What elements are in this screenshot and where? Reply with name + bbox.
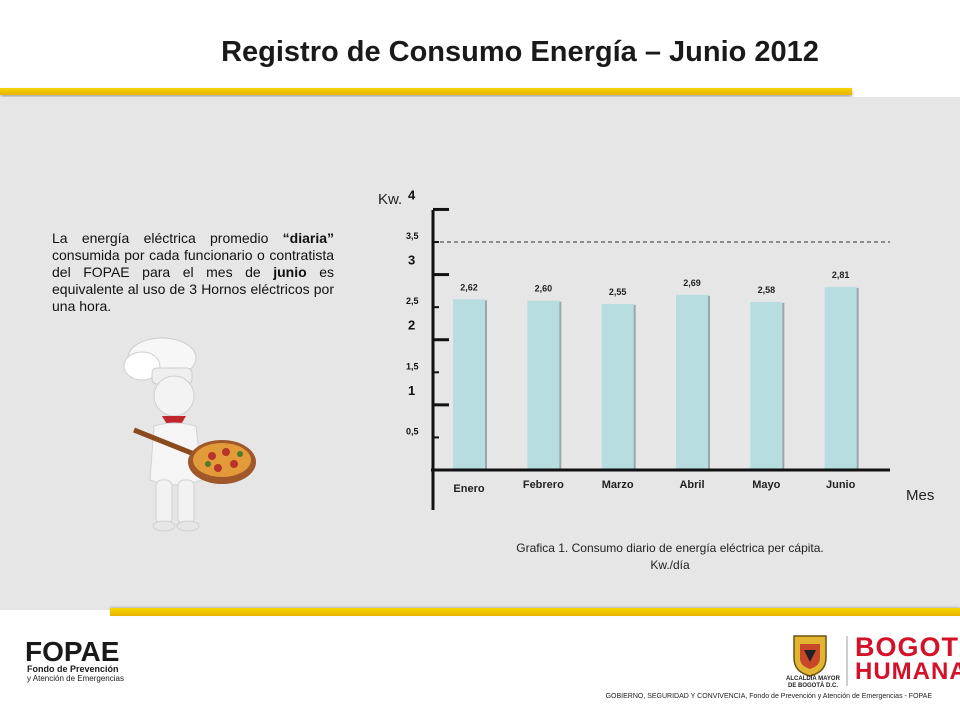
data-label: 2,62 [460,282,478,292]
y-minor-tick-label: 2,5 [406,296,419,306]
y-minor-tick-label: 0,5 [406,426,419,436]
alcaldia-shield-icon [793,635,827,677]
description-bold-diaria: “diaria” [282,230,334,246]
data-label: 2,69 [683,278,701,288]
title-underline [0,88,852,95]
data-label: 2,55 [609,287,627,297]
bogota-humana-logo-line2: HUMANA [855,658,960,685]
y-minor-tick-label: 1,5 [406,361,419,371]
description-part1: La energía eléctrica promedio [52,230,283,246]
y-major-tick-label: 3 [408,253,415,268]
footer-accent-line [110,608,960,616]
data-label: 2,58 [758,285,776,295]
data-label: 2,60 [535,284,553,294]
data-label: 2,81 [832,270,850,280]
x-tick-label: Abril [679,479,704,491]
chart-caption-line1: Grafica 1. Consumo diario de energía elé… [516,541,824,555]
y-major-tick-label: 1 [408,383,415,398]
description-part2: consumida por cada funcionario o contrat… [52,247,334,280]
y-axis-label: Kw. [378,191,402,208]
bar-chart: Kw. Mes 2,62 Enero 2,60 Febrero 2,55 Marzo 2,69 A… [378,187,934,510]
fopae-subtitle-1: Fondo de Prevención [27,664,119,674]
page-title: Registro de Consumo Energía – Junio 2012 [221,36,819,68]
chef-illustration-icon [123,337,256,532]
description-text: La energía eléctrica promedio “diaria” c… [52,230,334,315]
footer-credit: GOBIERNO, SEGURIDAD Y CONVIVENCIA, Fondo… [605,693,932,700]
y-major-tick-label: 4 [408,187,416,202]
fopae-logo-text: FOPAE [25,636,120,667]
x-tick-label: Marzo [602,479,634,491]
fopae-subtitle-2: y Atención de Emergencias [27,674,124,683]
bar [453,299,485,470]
chart-caption: Grafica 1. Consumo diario de energía elé… [470,540,870,574]
alcaldia-line-2: DE BOGOTÁ D.C. [787,683,838,689]
bar [824,286,857,470]
bar [750,301,783,470]
y-major-tick-label: 2 [408,318,415,333]
description-part3: es equivalente al uso de 3 Hornos eléctr… [52,264,334,314]
bar [601,303,634,470]
bogota-humana-logo-line1: BOGOTÁ [855,632,960,662]
footer-divider [846,636,848,686]
description-bold-junio: junio [273,264,307,280]
chart-caption-line2: Kw./día [650,558,690,572]
bar [527,300,560,470]
x-tick-label: Mayo [752,479,780,491]
x-tick-label: Junio [826,479,856,491]
y-minor-tick-label: 3,5 [406,231,419,241]
x-axis-label: Mes [906,487,934,504]
x-tick-label: Enero [453,483,484,495]
alcaldia-line-1: ALCALDÍA MAYOR [786,676,840,682]
x-tick-label: Febrero [523,479,564,491]
bar [676,294,708,470]
